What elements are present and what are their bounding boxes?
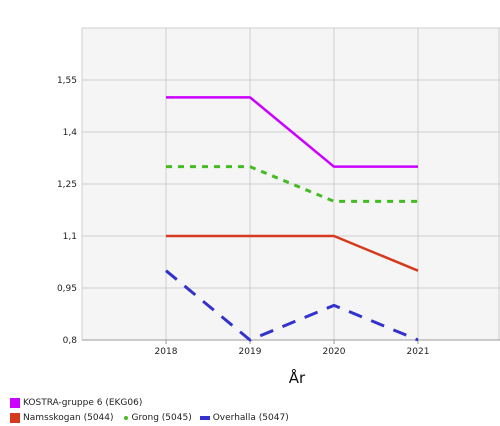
series-line-2 [166, 165, 418, 203]
legend-swatch-overhalla [199, 415, 210, 420]
x-tick-label: 2020 [323, 347, 346, 357]
x-axis-title: År [289, 368, 306, 387]
series-line-1 [166, 234, 419, 272]
y-tick-label: 1,55 [57, 76, 77, 86]
legend-label-grong: Grong (5045) [131, 412, 192, 423]
legend-item-kostra: KOSTRA-gruppe 6 (EKG06) [10, 397, 143, 408]
x-tick-label: 2021 [407, 347, 430, 357]
series-lines [165, 96, 419, 342]
series-line-0 [166, 96, 418, 168]
x-tick-label: 2018 [155, 347, 178, 357]
y-tick-label: 1,25 [57, 180, 77, 190]
y-tick-label: 0,8 [63, 336, 78, 346]
legend-item-grong: Grong (5045) [122, 413, 192, 423]
series-line-3 [165, 269, 419, 342]
y-tick-label: 1,4 [63, 128, 78, 138]
legend: KOSTRA-gruppe 6 (EKG06) Namsskogan (5044… [10, 395, 297, 425]
legend-label-overhalla: Overhalla (5047) [212, 412, 289, 423]
legend-label-kostra: KOSTRA-gruppe 6 (EKG06) [23, 397, 143, 408]
legend-swatch-kostra [10, 397, 20, 408]
legend-item-namsskogan: Namsskogan (5044) [10, 412, 114, 423]
x-tick-label: 2019 [239, 347, 262, 357]
y-tick-label: 1,1 [63, 232, 77, 242]
x-axis-ticks: 2018 2019 2020 2021 [155, 340, 430, 357]
y-axis-ticks: 0,8 0,95 1,1 1,25 1,4 1,55 [57, 76, 77, 346]
legend-label-namsskogan: Namsskogan (5044) [23, 412, 114, 423]
y-tick-label: 0,95 [57, 284, 77, 294]
legend-item-overhalla: Overhalla (5047) [199, 412, 289, 423]
legend-swatch-namsskogan [10, 412, 20, 423]
legend-swatch-grong [123, 415, 128, 420]
